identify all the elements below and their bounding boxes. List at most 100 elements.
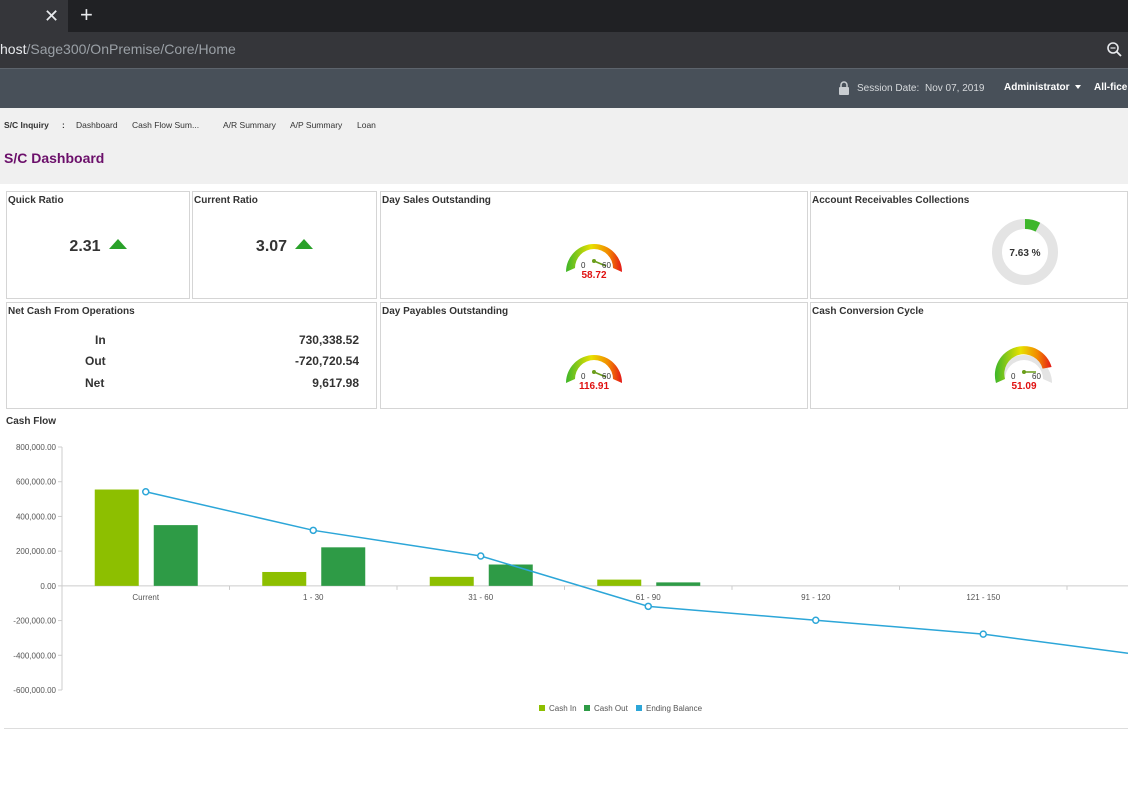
point-ending-balance <box>812 616 820 624</box>
widget-title: Current Ratio <box>194 195 258 206</box>
nav-item-cash-flow-summary[interactable]: Cash Flow Sum... <box>132 120 200 130</box>
chevron-down-icon <box>1074 85 1081 90</box>
session-date-label: Session Date: <box>857 83 920 94</box>
nav-item-ap-summary[interactable]: A/P Summary <box>290 120 343 130</box>
nav-item-dashboard[interactable]: Dashboard <box>76 120 118 130</box>
current-ratio-value-row: 3.07 <box>193 238 376 256</box>
gauge-arc <box>994 346 1052 383</box>
ccc-widget[interactable]: Cash Conversion Cycle 0 60 51.09 <box>810 302 1128 409</box>
widget-title: Net Cash From Operations <box>8 306 135 317</box>
legend-label: Cash Out <box>594 704 629 713</box>
gauge-max: 60 <box>602 372 611 381</box>
app-header: Session Date: Nov 07, 2019 Administrator… <box>0 68 1128 108</box>
bar-cash-in <box>262 571 307 586</box>
magnifier-icon[interactable] <box>1106 41 1124 59</box>
point-ending-balance <box>142 488 150 496</box>
donut-value: 7.63 % <box>1009 248 1040 259</box>
x-tick-label: 31 - 60 <box>468 593 493 602</box>
point-ending-balance <box>979 630 987 638</box>
y-tick-label: 0.00 <box>40 582 56 591</box>
widget-title: Account Receivables Collections <box>812 195 970 206</box>
close-icon[interactable]: ✕ <box>44 6 60 26</box>
gauge-track <box>996 355 1052 383</box>
donut-fill <box>992 219 1058 285</box>
gauge-hub <box>592 259 596 263</box>
cash-out-label: Out <box>85 354 106 368</box>
dpo-gauge: 0 60 116.91 <box>566 355 622 392</box>
y-tick-label: -600,000.00 <box>13 686 56 695</box>
x-tick-label: 121 - 150 <box>966 593 1000 602</box>
trend-up-icon <box>108 239 127 249</box>
bar-cash-in <box>94 489 139 586</box>
y-tick-label: -400,000.00 <box>13 651 56 660</box>
gauge-arc <box>566 244 622 272</box>
url-host: host <box>0 41 27 57</box>
legend-swatch <box>636 705 642 711</box>
module-label: S/C Inquiry <box>4 120 49 130</box>
gauge-value: 51.09 <box>1011 381 1036 392</box>
browser-tab[interactable]: ✕ <box>0 0 68 32</box>
widget-title: Quick Ratio <box>8 195 64 206</box>
gauge-hub <box>1022 370 1026 374</box>
user-name: Administrator <box>1004 82 1070 93</box>
company-selector[interactable]: All-fice <box>1094 82 1128 93</box>
ar-collections-widget[interactable]: Account Receivables Collections 7.63 % <box>810 191 1128 299</box>
gauge-arc <box>566 355 622 383</box>
url-path: /Sage300/OnPremise/Core/Home <box>26 41 236 57</box>
dpo-widget[interactable]: Day Payables Outstanding 0 60 116.91 <box>380 302 808 409</box>
url-text[interactable]: host/Sage300/OnPremise/Core/Home <box>0 41 236 57</box>
gauge-needle <box>593 260 607 267</box>
gauge-max: 60 <box>602 261 611 270</box>
widget-title: Cash Conversion Cycle <box>812 306 924 317</box>
quick-ratio-value-row: 2.31 <box>7 238 189 256</box>
point-ending-balance <box>309 526 317 535</box>
dso-widget[interactable]: Day Sales Outstanding 0 60 58.72 <box>380 191 808 299</box>
x-tick-label: 61 - 90 <box>636 593 661 602</box>
y-tick-label: 200,000.00 <box>16 547 57 556</box>
dso-gauge: 0 60 58.72 <box>566 244 622 281</box>
widget-title: Day Payables Outstanding <box>382 306 509 317</box>
lock-icon <box>839 81 849 95</box>
widget-title: Day Sales Outstanding <box>382 195 491 206</box>
page-title: S/C Dashboard <box>4 150 105 166</box>
current-ratio-widget[interactable]: Current Ratio 3.07 <box>192 191 377 299</box>
bar-cash-out <box>153 525 198 586</box>
cash-flow-chart[interactable]: 800,000.00 600,000.00 400,000.00 200,000.00… <box>0 432 1128 722</box>
gauge-min: 0 <box>581 372 586 381</box>
current-ratio-value: 3.07 <box>255 238 288 255</box>
y-tick-label: 400,000.00 <box>16 512 57 521</box>
nav-separator: : <box>62 120 65 130</box>
legend-label: Cash In <box>549 704 577 713</box>
cash-in-value: 730,338.52 <box>298 333 359 347</box>
quick-ratio-value: 2.31 <box>69 238 101 255</box>
gauge-min: 0 <box>581 261 586 270</box>
cash-net-label: Net <box>85 376 105 390</box>
bar-cash-out <box>321 547 366 586</box>
bar-cash-in <box>429 576 474 586</box>
legend-label: Ending Balance <box>646 704 703 713</box>
net-cash-operations-widget[interactable]: Net Cash From Operations In 730,338.52 O… <box>6 302 377 409</box>
y-tick-label: 600,000.00 <box>16 478 57 487</box>
gauge-needle <box>593 371 607 378</box>
session-date-value[interactable]: Nov 07, 2019 <box>925 83 985 94</box>
y-tick-label: 800,000.00 <box>16 443 57 452</box>
legend-swatch <box>584 705 590 711</box>
ccc-gauge: 0 60 51.09 <box>994 346 1052 392</box>
quick-ratio-widget[interactable]: Quick Ratio 2.31 <box>6 191 190 299</box>
ar-collections-donut: 7.63 % <box>992 219 1058 285</box>
cash-out-value: -720,720.54 <box>294 354 359 368</box>
address-bar[interactable]: host/Sage300/OnPremise/Core/Home <box>0 32 1128 68</box>
user-menu[interactable]: Administrator <box>1004 82 1081 93</box>
gauge-hub <box>592 370 596 374</box>
nav-item-loan[interactable]: Loan <box>357 120 376 130</box>
module-nav: S/C Inquiry : Dashboard Cash Flow Sum...… <box>0 108 1128 144</box>
x-tick-label: 1 - 30 <box>303 593 324 602</box>
divider <box>4 728 1128 729</box>
browser-tab-bar: ✕ + <box>0 0 1128 32</box>
cash-net-value: 9,617.98 <box>312 376 359 390</box>
plus-icon[interactable]: + <box>80 2 93 27</box>
bar-cash-in <box>597 579 642 586</box>
bar-cash-out <box>656 582 701 586</box>
x-tick-label: Current <box>132 593 159 602</box>
nav-item-ar-summary[interactable]: A/R Summary <box>223 120 276 130</box>
